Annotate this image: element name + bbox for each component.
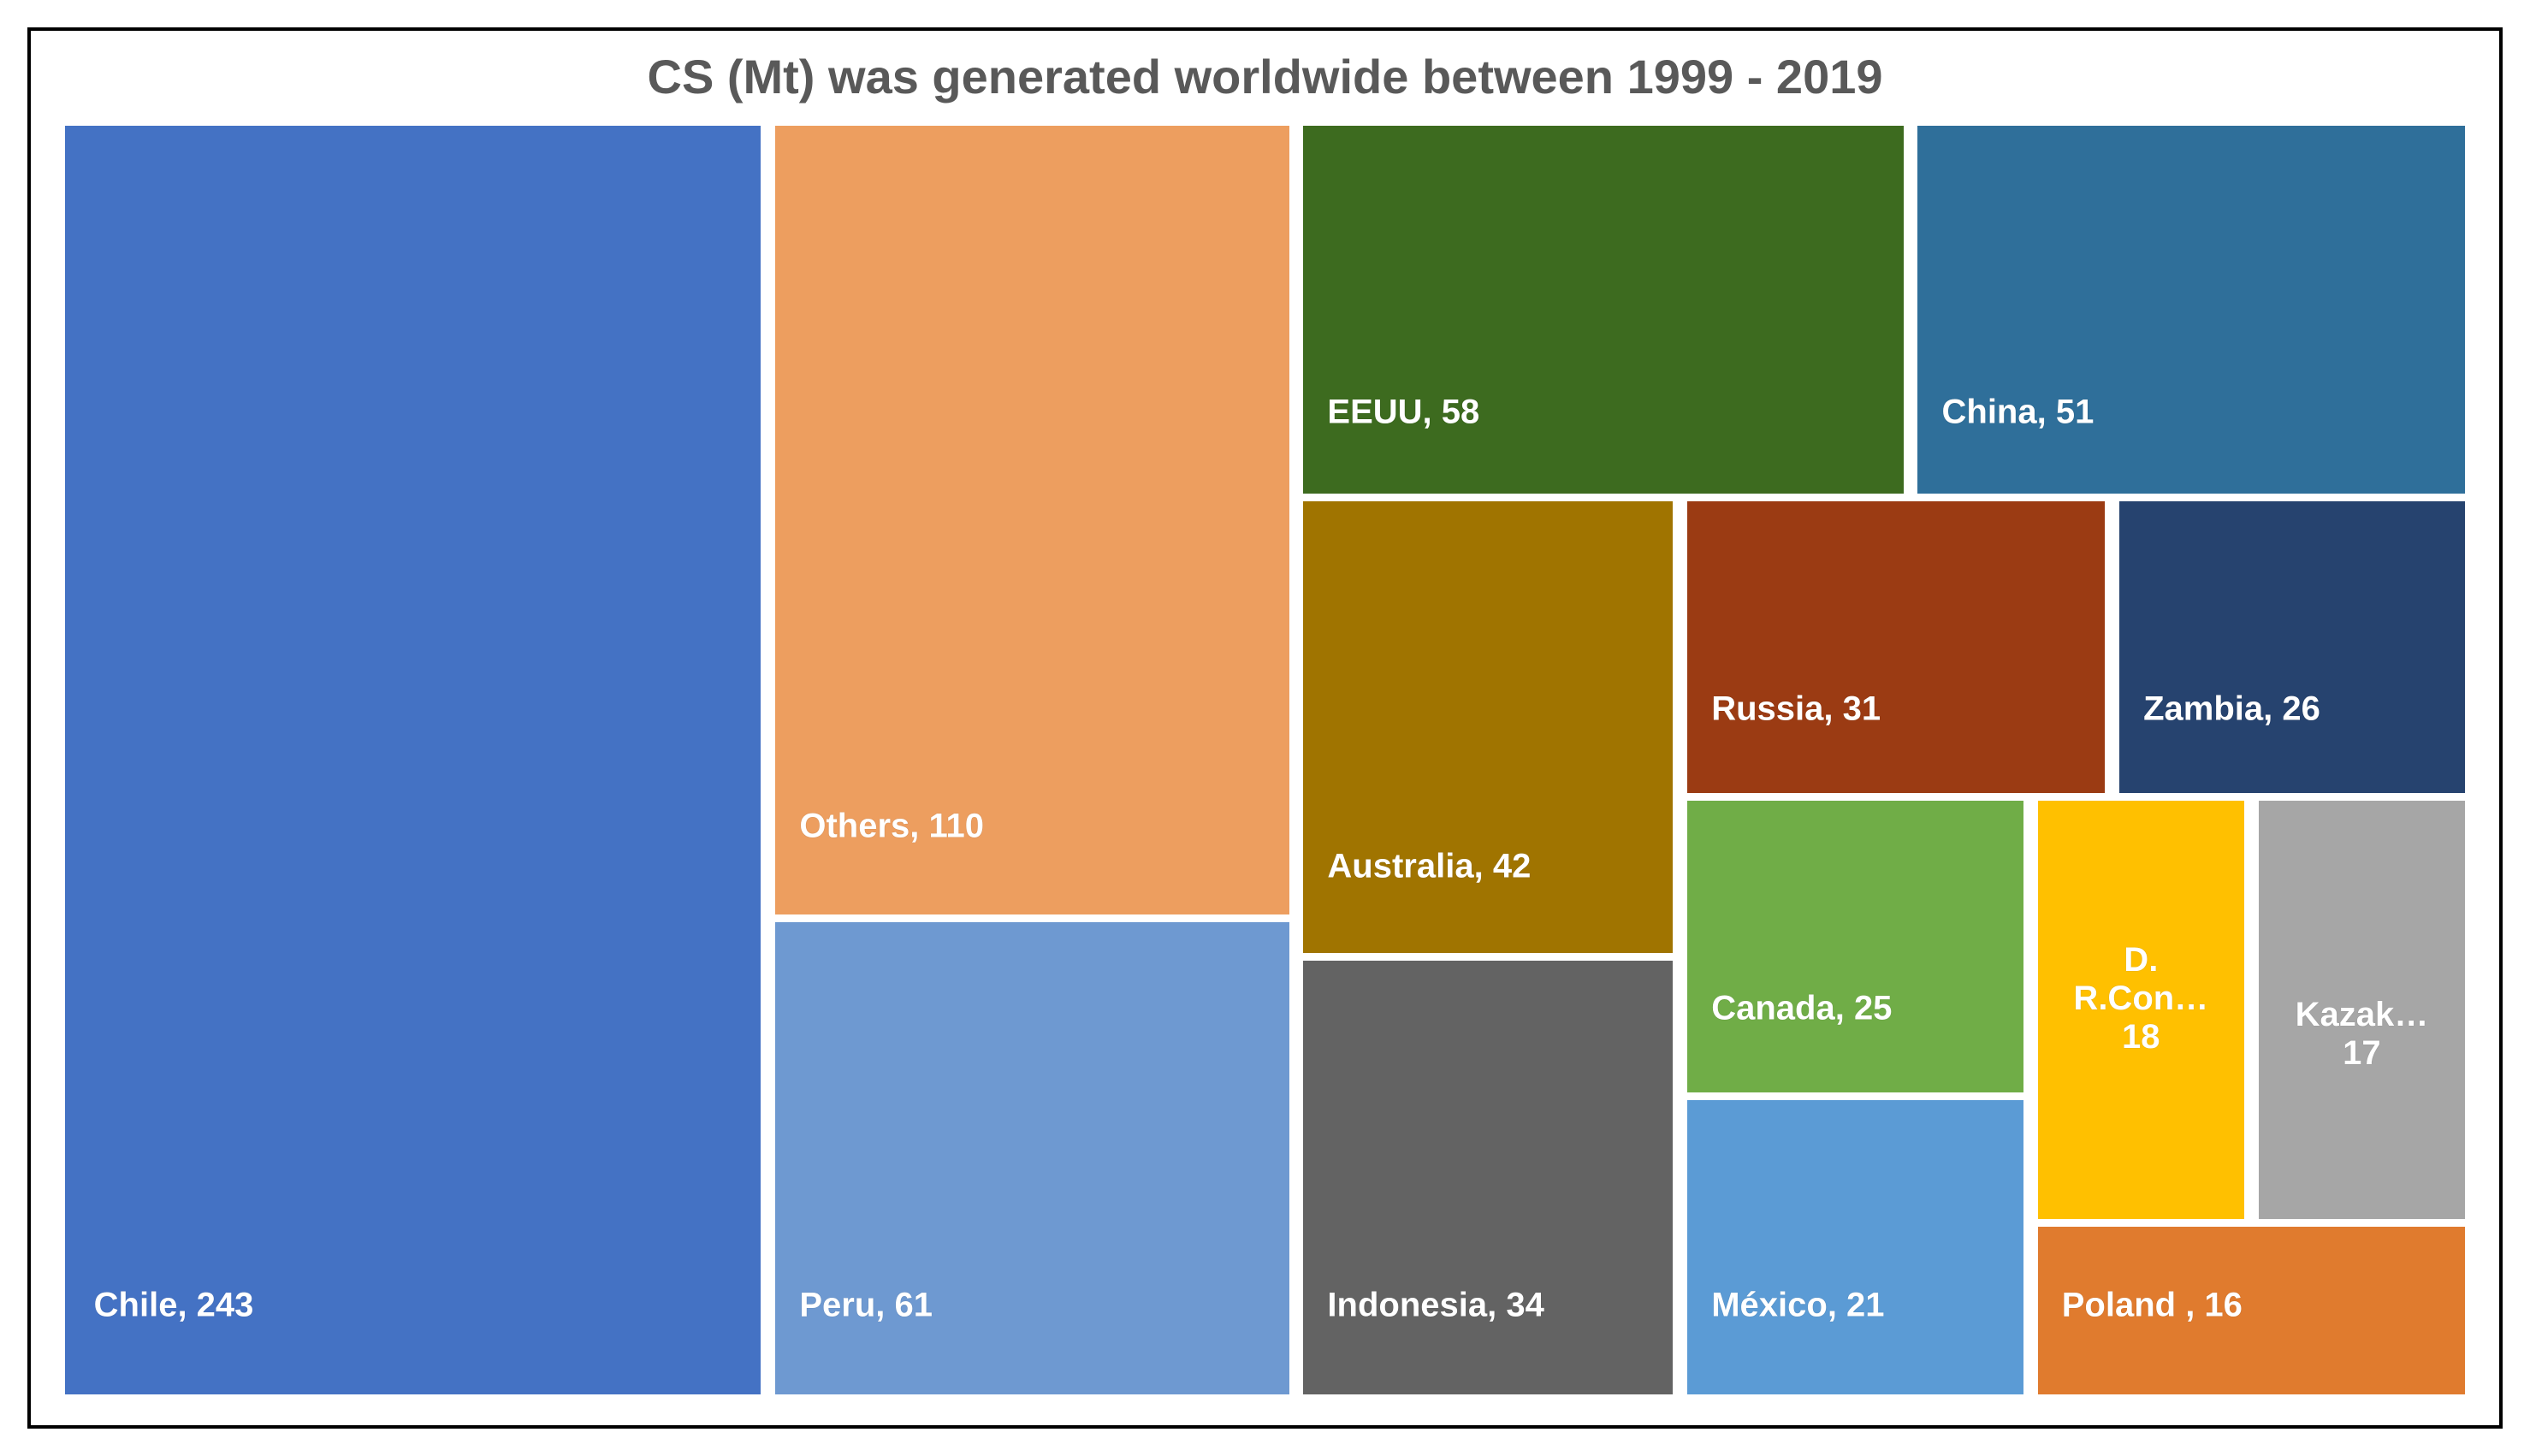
treemap-cell <box>1687 801 2023 1092</box>
treemap-label: Kazak… 17 <box>2296 996 2429 1073</box>
treemap-cell <box>2119 501 2465 793</box>
treemap-label: Australia, 42 <box>1327 848 1531 886</box>
treemap-plot: Chile, 243 Others, 110 Peru, 61 EEUU, 58 Chi… <box>65 126 2465 1394</box>
treemap-label: Indonesia, 34 <box>1327 1287 1543 1325</box>
chart-title: CS (Mt) was generated worldwide between … <box>31 31 2499 126</box>
treemap-label: China, 51 <box>1942 394 2095 432</box>
chart-frame: CS (Mt) was generated worldwide between … <box>27 27 2503 1429</box>
treemap-cell <box>1687 501 2105 793</box>
treemap-cell <box>65 126 761 1394</box>
chart-outer: CS (Mt) was generated worldwide between … <box>0 0 2530 1456</box>
treemap-label: Chile, 243 <box>94 1287 254 1325</box>
treemap-cell <box>1917 126 2465 494</box>
treemap-label: Russia, 31 <box>1711 690 1881 729</box>
treemap-label: Others, 110 <box>799 807 984 845</box>
treemap-cell <box>1687 1100 2023 1394</box>
treemap-label: México, 21 <box>1711 1287 1884 1325</box>
treemap-label: EEUU, 58 <box>1327 394 1479 432</box>
treemap-label: Zambia, 26 <box>2143 690 2320 729</box>
treemap-cell <box>775 126 1289 914</box>
treemap-cell <box>1303 126 1903 494</box>
treemap-label: Poland , 16 <box>2062 1287 2243 1325</box>
treemap-label: D. R.Con… 18 <box>2073 941 2208 1056</box>
treemap-label: Canada, 25 <box>1711 990 1892 1028</box>
treemap-cell <box>1303 961 1673 1394</box>
treemap-label: Peru, 61 <box>799 1287 933 1325</box>
